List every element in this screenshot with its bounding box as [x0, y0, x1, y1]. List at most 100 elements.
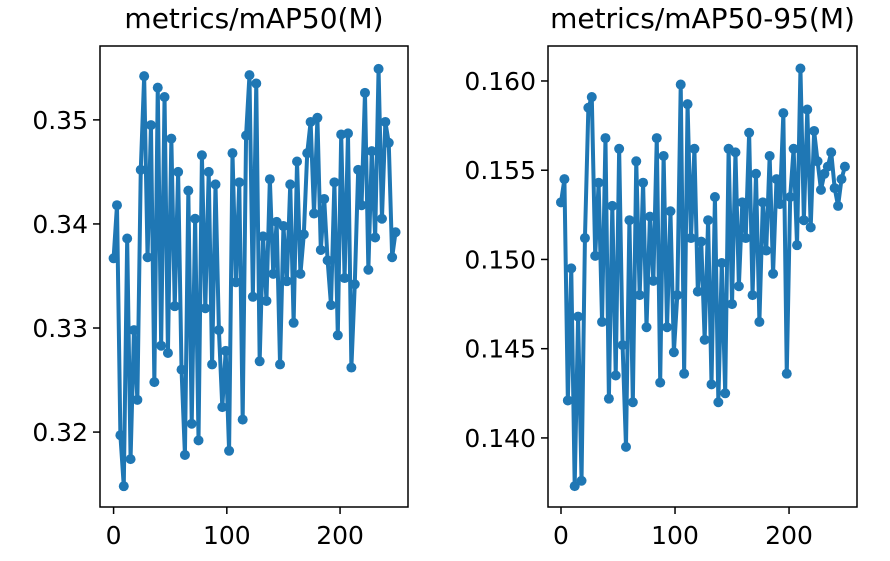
data-point — [370, 232, 381, 243]
data-point — [720, 388, 731, 399]
data-point — [685, 233, 696, 244]
data-point — [774, 199, 785, 210]
data-point — [220, 345, 231, 356]
data-point — [716, 258, 727, 269]
data-point — [312, 112, 323, 123]
data-point — [569, 481, 580, 492]
x-tick-label: 200 — [765, 521, 813, 550]
data-point — [207, 359, 218, 370]
data-point — [156, 340, 167, 351]
data-point — [169, 301, 180, 312]
data-point — [173, 166, 184, 177]
data-point — [627, 397, 638, 408]
data-point — [298, 229, 309, 240]
data-point — [380, 116, 391, 127]
x-tick-label: 100 — [651, 521, 699, 550]
data-point — [295, 268, 306, 279]
data-point — [176, 364, 187, 375]
data-point — [631, 156, 642, 167]
data-point — [292, 156, 303, 167]
chart-title: metrics/mAP50-95(M) — [550, 2, 855, 35]
chart-title: metrics/mAP50(M) — [124, 2, 383, 35]
data-point — [261, 295, 272, 306]
data-point — [750, 168, 761, 179]
data-point — [788, 143, 799, 154]
data-point — [586, 92, 597, 103]
data-point — [288, 317, 299, 328]
data-point — [326, 300, 336, 311]
data-point — [826, 147, 837, 158]
data-point — [658, 150, 669, 161]
data-point — [356, 200, 367, 211]
data-point — [638, 177, 649, 188]
data-point — [679, 368, 690, 379]
data-point — [349, 279, 360, 290]
data-point — [620, 441, 631, 452]
data-point — [597, 316, 608, 327]
data-point — [339, 273, 350, 284]
data-point — [713, 397, 724, 408]
data-point — [203, 166, 214, 177]
data-point — [145, 120, 156, 131]
data-point — [839, 161, 850, 172]
data-point — [142, 252, 153, 263]
data-point — [302, 148, 313, 159]
data-point — [237, 414, 248, 425]
data-point — [332, 330, 343, 341]
data-point — [322, 255, 333, 266]
data-point — [139, 71, 150, 82]
data-point — [733, 281, 744, 292]
data-point — [754, 316, 765, 327]
data-point — [115, 430, 126, 441]
data-point — [366, 146, 377, 157]
data-point — [579, 233, 590, 244]
data-point — [607, 200, 618, 211]
data-point — [603, 393, 614, 404]
data-point — [183, 185, 194, 196]
y-tick-label: 0.32 — [32, 418, 88, 447]
data-point — [624, 215, 635, 226]
data-point — [268, 268, 279, 279]
y-tick-label: 0.155 — [464, 156, 536, 185]
data-point — [363, 264, 374, 275]
y-tick-label: 0.145 — [464, 335, 536, 364]
data-point — [258, 231, 269, 242]
data-point — [373, 63, 384, 74]
data-point — [709, 191, 720, 202]
data-point — [128, 325, 139, 336]
data-point — [651, 133, 662, 144]
data-point — [727, 299, 738, 310]
data-point — [166, 133, 177, 144]
data-point — [812, 156, 823, 167]
y-tick-label: 0.140 — [464, 424, 536, 453]
y-tick-label: 0.34 — [32, 210, 88, 239]
data-point — [655, 377, 666, 388]
data-point — [833, 200, 844, 211]
data-point — [617, 340, 628, 351]
data-point — [309, 208, 320, 219]
x-tick-label: 100 — [203, 521, 251, 550]
x-tick-label: 200 — [316, 521, 364, 550]
data-point — [359, 87, 370, 98]
data-point — [285, 179, 296, 190]
data-point — [583, 102, 594, 113]
data-point — [675, 79, 686, 90]
data-point — [573, 311, 584, 322]
data-point — [241, 130, 252, 141]
data-point — [644, 211, 655, 222]
data-point — [190, 213, 201, 224]
data-point — [346, 362, 357, 373]
data-point — [785, 191, 796, 202]
data-point — [264, 174, 275, 185]
data-point — [798, 215, 809, 226]
data-point — [665, 206, 676, 217]
x-tick-label: 0 — [553, 521, 569, 550]
data-point — [781, 368, 792, 379]
data-point — [193, 435, 204, 446]
data-point — [118, 481, 129, 492]
data-point — [329, 177, 340, 188]
data-point — [342, 128, 353, 139]
data-point — [244, 70, 255, 81]
data-point — [829, 183, 840, 194]
